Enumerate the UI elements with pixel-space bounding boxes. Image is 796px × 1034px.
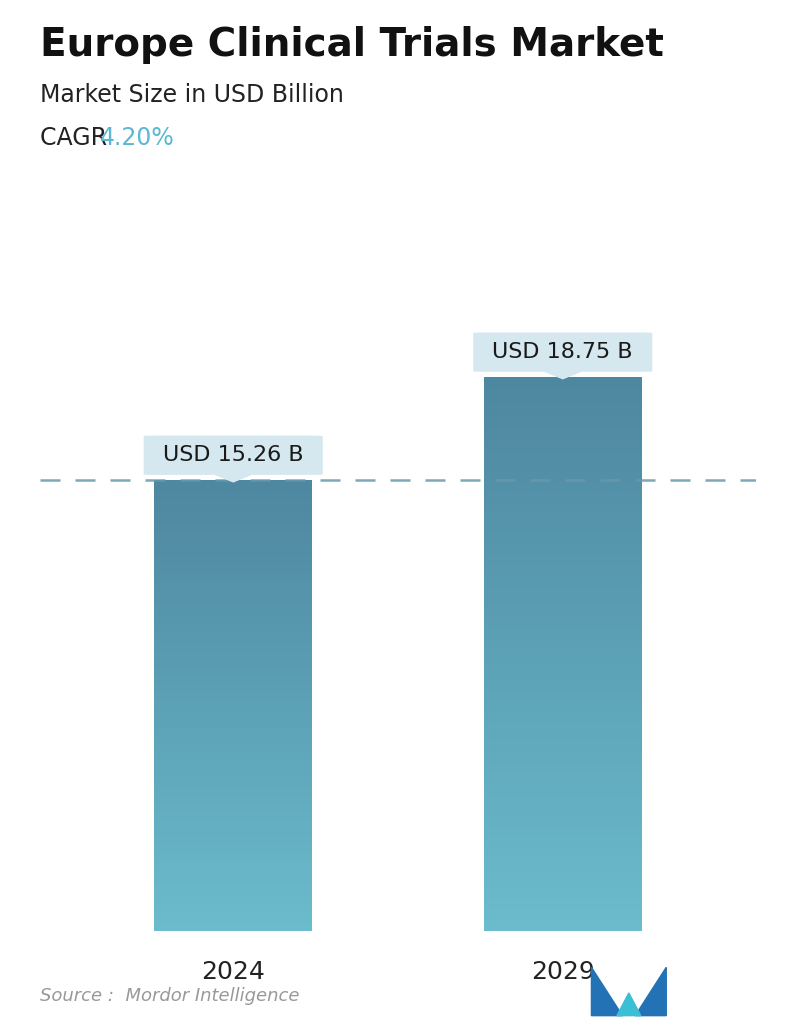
Text: Europe Clinical Trials Market: Europe Clinical Trials Market xyxy=(40,26,664,64)
Text: USD 18.75 B: USD 18.75 B xyxy=(493,342,633,362)
FancyBboxPatch shape xyxy=(473,333,653,372)
Text: 2024: 2024 xyxy=(201,961,265,984)
Text: Market Size in USD Billion: Market Size in USD Billion xyxy=(40,83,344,107)
Text: 2029: 2029 xyxy=(531,961,595,984)
Text: CAGR: CAGR xyxy=(40,126,115,150)
Text: 4.20%: 4.20% xyxy=(100,126,174,150)
FancyBboxPatch shape xyxy=(144,435,323,475)
Polygon shape xyxy=(591,968,622,1015)
Text: Source :  Mordor Intelligence: Source : Mordor Intelligence xyxy=(40,987,299,1005)
Polygon shape xyxy=(216,475,252,482)
Polygon shape xyxy=(544,371,581,378)
Polygon shape xyxy=(635,968,666,1015)
Text: USD 15.26 B: USD 15.26 B xyxy=(163,446,303,465)
Polygon shape xyxy=(617,993,641,1015)
